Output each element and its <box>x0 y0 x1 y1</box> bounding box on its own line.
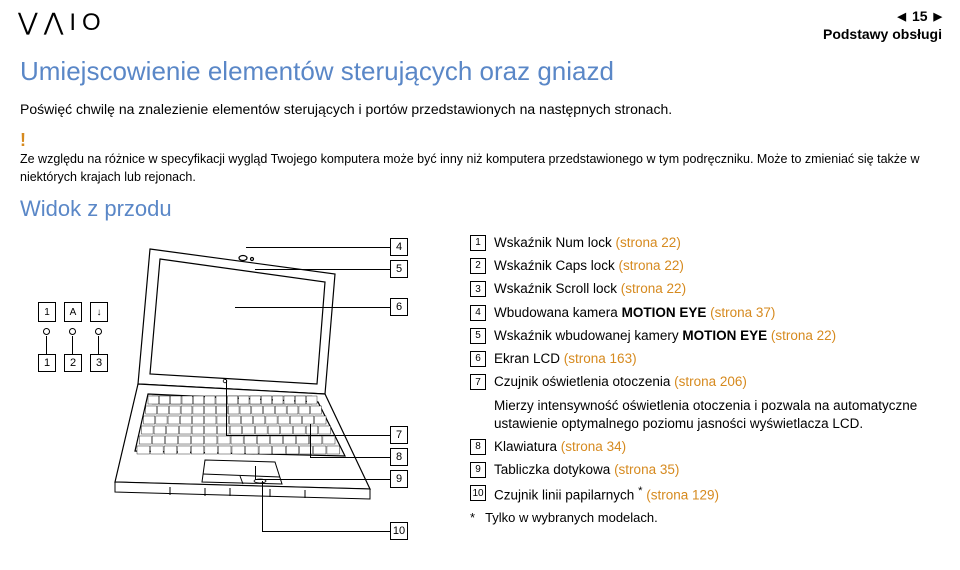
vaio-logo: ⋁⋀IO <box>18 8 107 37</box>
legend-item: 4 Wbudowana kamera MOTION EYE (strona 37) <box>470 304 920 322</box>
callout-7: 7 <box>390 426 408 444</box>
callout-8: 8 <box>390 448 408 466</box>
prev-arrow-icon: ◀ <box>897 10 905 23</box>
legend-text: Wskaźnik Num lock (strona 22) <box>494 234 920 252</box>
section-name: Podstawy obsługi <box>823 26 942 42</box>
numlock-icon: 1 <box>38 302 56 322</box>
legend-item: 8 Klawiatura (strona 34) <box>470 438 920 456</box>
legend-text: Tabliczka dotykowa (strona 35) <box>494 461 920 479</box>
legend-text: Czujnik oświetlenia otoczenia (strona 20… <box>494 373 920 391</box>
callout-5: 5 <box>390 260 408 278</box>
legend-item: 1 Wskaźnik Num lock (strona 22) <box>470 234 920 252</box>
legend-item: 6 Ekran LCD (strona 163) <box>470 350 920 368</box>
indicator-dot <box>43 328 50 335</box>
indicator-dot <box>69 328 76 335</box>
legend-number: 4 <box>470 305 486 321</box>
legend-number: 1 <box>470 235 486 251</box>
footnote: *Tylko w wybranych modelach. <box>470 510 920 525</box>
legend-item: 2 Wskaźnik Caps lock (strona 22) <box>470 257 920 275</box>
legend-text: Wbudowana kamera MOTION EYE (strona 37) <box>494 304 920 322</box>
callout-9: 9 <box>390 470 408 488</box>
laptop-diagram: 1 A ↓ 1 2 3 <box>20 234 450 554</box>
callout-2: 2 <box>64 354 82 372</box>
legend-subtext: Mierzy intensywność oświetlenia otoczeni… <box>494 397 920 433</box>
legend-item: 3 Wskaźnik Scroll lock (strona 22) <box>470 280 920 298</box>
callout-10: 10 <box>390 522 408 540</box>
capslock-icon: A <box>64 302 82 322</box>
legend-text: Czujnik linii papilarnych * (strona 129) <box>494 484 920 505</box>
legend-list: 1 Wskaźnik Num lock (strona 22) 2 Wskaźnik … <box>470 234 920 554</box>
page-number: 15 <box>912 8 928 24</box>
callout-1: 1 <box>38 354 56 372</box>
legend-text: Wskaźnik wbudowanej kamery MOTION EYE (s… <box>494 327 920 345</box>
legend-number: 6 <box>470 351 486 367</box>
legend-text: Wskaźnik Scroll lock (strona 22) <box>494 280 920 298</box>
intro-text: Poświęć chwilę na znalezienie elementów … <box>20 101 940 117</box>
note-icon: ! <box>20 131 940 149</box>
page-indicator: ◀ 15 ▶ Podstawy obsługi <box>823 8 942 42</box>
legend-number: 5 <box>470 328 486 344</box>
callout-4: 4 <box>390 238 408 256</box>
legend-number: 7 <box>470 374 486 390</box>
next-arrow-icon: ▶ <box>934 10 942 23</box>
callout-3: 3 <box>90 354 108 372</box>
legend-text: Klawiatura (strona 34) <box>494 438 920 456</box>
legend-item: 5 Wskaźnik wbudowanej kamery MOTION EYE (… <box>470 327 920 345</box>
callout-6: 6 <box>390 298 408 316</box>
note-text: Ze względu na różnice w specyfikacji wyg… <box>20 151 940 186</box>
legend-number: 10 <box>470 485 486 501</box>
indicator-dot <box>95 328 102 335</box>
legend-number: 9 <box>470 462 486 478</box>
legend-text: Wskaźnik Caps lock (strona 22) <box>494 257 920 275</box>
legend-number: 3 <box>470 281 486 297</box>
legend-item: 7 Czujnik oświetlenia otoczenia (strona 2… <box>470 373 920 391</box>
legend-item: 10 Czujnik linii papilarnych * (strona 12… <box>470 484 920 505</box>
legend-text: Ekran LCD (strona 163) <box>494 350 920 368</box>
laptop-svg <box>110 244 390 534</box>
legend-number: 2 <box>470 258 486 274</box>
page-title: Umiejscowienie elementów sterujących ora… <box>20 56 940 87</box>
legend-item: 9 Tabliczka dotykowa (strona 35) <box>470 461 920 479</box>
scrolllock-icon: ↓ <box>90 302 108 322</box>
legend-number: 8 <box>470 439 486 455</box>
subtitle: Widok z przodu <box>20 196 940 222</box>
